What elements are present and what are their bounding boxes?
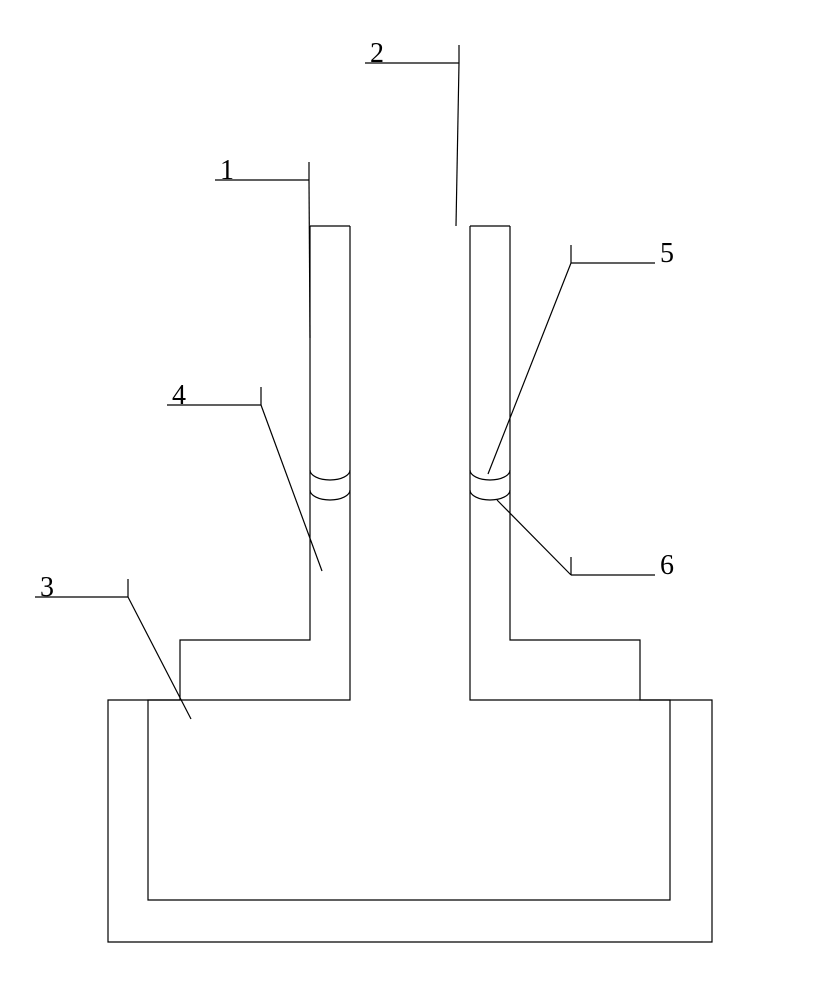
diagram-svg bbox=[0, 0, 839, 1000]
callout-label-1: 1 bbox=[220, 155, 234, 187]
leader-line-3 bbox=[128, 597, 191, 719]
outer-outline bbox=[108, 226, 712, 942]
callout-label-5: 5 bbox=[660, 238, 674, 270]
callout-label-4: 4 bbox=[172, 380, 186, 412]
leader-line-6 bbox=[497, 500, 571, 575]
arc-upper-right bbox=[470, 470, 510, 480]
leader-line-5 bbox=[488, 263, 571, 474]
arc-lower-right bbox=[470, 490, 510, 500]
callout-label-2: 2 bbox=[370, 38, 384, 70]
leader-line-1 bbox=[309, 180, 310, 338]
leader-line-4 bbox=[261, 405, 322, 571]
arc-upper-left bbox=[310, 470, 350, 480]
callout-label-3: 3 bbox=[40, 572, 54, 604]
inner-outline bbox=[148, 226, 670, 900]
leader-line-2 bbox=[456, 63, 459, 226]
callout-label-6: 6 bbox=[660, 550, 674, 582]
arc-lower-left bbox=[310, 490, 350, 500]
